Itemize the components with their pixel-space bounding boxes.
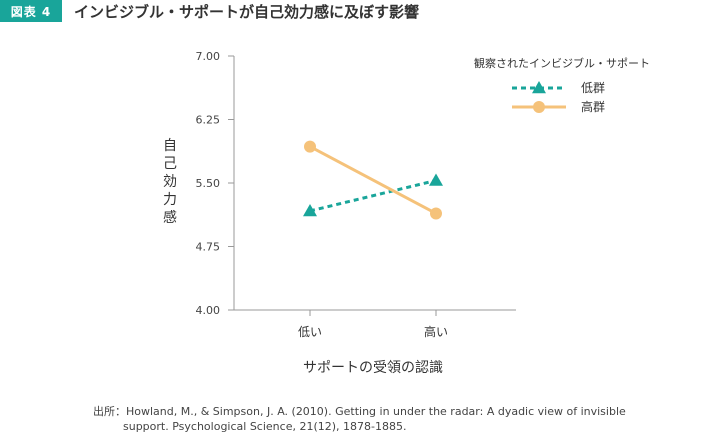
source-line-2: support. Psychological Science, 21(12), … <box>123 420 407 433</box>
data-point-triangle <box>429 173 443 186</box>
legend-label: 高群 <box>581 99 605 114</box>
legend-title: 観察されたインビジブル・サポート <box>474 56 650 70</box>
figure-header: 図表 4 インビジブル・サポートが自己効力感に及ぼす影響 <box>0 0 728 22</box>
figure-title: インビジブル・サポートが自己効力感に及ぼす影響 <box>74 3 420 21</box>
data-point-circle <box>304 140 316 153</box>
series-line-0 <box>309 179 437 213</box>
x-tick-label: 高い <box>424 324 448 339</box>
legend-marker-triangle <box>532 81 546 94</box>
series-line-1 <box>309 145 437 215</box>
y-tick-label: 7.00 <box>196 50 221 63</box>
legend-marker-circle <box>533 101 545 113</box>
y-tick-label: 4.75 <box>196 241 221 254</box>
source-citation: 出所：Howland, M., & Simpson, J. A. (2010).… <box>93 404 626 434</box>
source-prefix: 出所： <box>93 405 126 418</box>
legend-label: 低群 <box>581 81 605 95</box>
y-tick-label: 5.50 <box>196 177 221 190</box>
figure-badge: 図表 4 <box>0 0 62 22</box>
y-tick-label: 6.25 <box>196 114 221 127</box>
x-tick-label: 低い <box>298 325 322 339</box>
data-point-circle <box>430 207 442 220</box>
source-line-1: Howland, M., & Simpson, J. A. (2010). Ge… <box>126 405 626 418</box>
y-axis-label: 自己効力感 <box>163 138 177 226</box>
y-tick-label: 4.00 <box>196 304 221 317</box>
x-axis-label: サポートの受領の認識 <box>303 359 443 376</box>
data-point-triangle <box>303 203 317 217</box>
